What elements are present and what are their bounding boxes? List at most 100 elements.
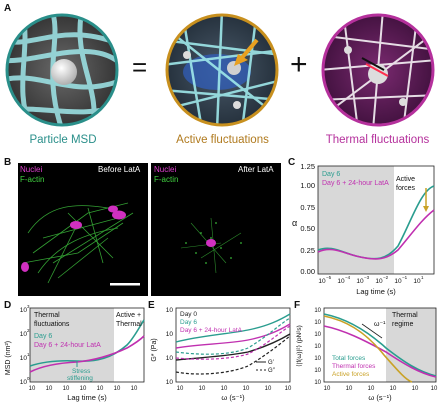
ytick: 10 bbox=[314, 356, 321, 362]
after-lata-title: After LatA bbox=[238, 165, 274, 174]
slope-label: ω⁻¹ bbox=[374, 321, 386, 328]
xlabel: ω (s⁻¹) bbox=[221, 393, 245, 402]
svg-text:G′: G′ bbox=[268, 360, 275, 366]
ytick: 0.75 bbox=[300, 203, 315, 212]
ytick: 10 bbox=[314, 320, 321, 326]
panel-c-label: C bbox=[288, 157, 296, 168]
xtick: 10 bbox=[356, 278, 364, 285]
chart-alpha: 0.00 0.25 0.50 0.75 1.00 1.25 α 10 10 10… bbox=[292, 162, 435, 296]
factin-label-after: F-actin bbox=[154, 175, 179, 184]
legend-lata: Day 6 + 24-hour LatA bbox=[180, 327, 243, 334]
ytick: 10 bbox=[166, 307, 174, 314]
svg-text:0: 0 bbox=[27, 376, 30, 381]
ytick: 1.00 bbox=[300, 181, 315, 190]
panel-d-label: D bbox=[4, 300, 12, 311]
ytick: 10 bbox=[20, 331, 28, 338]
particle-msd-circle bbox=[5, 13, 119, 127]
factin-label-before: F-actin bbox=[20, 175, 45, 184]
nuclei-label-before: Nuclei bbox=[20, 165, 43, 174]
xlabel: Lag time (s) bbox=[67, 393, 107, 402]
svg-text:1: 1 bbox=[27, 352, 30, 357]
chart-msd: 10 10 10 10 0 1 2 3 MSD (nm²) 10 10 10 1… bbox=[5, 304, 145, 402]
ytick: 10 bbox=[314, 380, 321, 386]
xtick: 10 bbox=[131, 386, 138, 392]
cell-image-before bbox=[21, 202, 140, 286]
ytick: 10 bbox=[314, 332, 321, 338]
equals-sign: = bbox=[132, 52, 148, 82]
xtick: 10 bbox=[221, 386, 228, 392]
ylabel: α bbox=[292, 218, 297, 228]
xtick: 10 bbox=[199, 386, 206, 392]
svg-text:stiffening: stiffening bbox=[67, 375, 93, 382]
legend-active: Active forces bbox=[332, 371, 370, 378]
xtick: 10 bbox=[177, 386, 184, 392]
thermal-fluctuations-circle bbox=[321, 13, 435, 127]
panel-a-label: A bbox=[4, 3, 12, 14]
ytick: 10 bbox=[20, 355, 28, 362]
svg-text:3: 3 bbox=[27, 304, 30, 309]
xtick: 10 bbox=[346, 386, 353, 392]
micrograph-after-latA bbox=[151, 163, 281, 296]
thermal-regime-shade bbox=[386, 308, 436, 382]
active-forces-annot-1: Active bbox=[396, 176, 415, 183]
xtick: 10 bbox=[97, 386, 104, 392]
ytick: 0.25 bbox=[300, 246, 315, 255]
curve-day0-gdprime bbox=[175, 335, 291, 375]
xtick: 10 bbox=[394, 278, 402, 285]
chart-modulus: 10 10 10 10 G* (Pa) 10 10 10 10 10 10 ω … bbox=[151, 307, 292, 402]
panel-f-label: F bbox=[294, 300, 301, 311]
nuclei-label-after: Nuclei bbox=[154, 165, 177, 174]
xtick: 10 bbox=[318, 278, 326, 285]
ytick: 10 bbox=[166, 355, 174, 362]
svg-text:−1: −1 bbox=[402, 275, 408, 280]
xtick: 10 bbox=[390, 386, 397, 392]
panel-b-label: B bbox=[4, 157, 12, 168]
before-lata-title: Before LatA bbox=[98, 165, 141, 174]
ytick: 10 bbox=[166, 379, 174, 386]
xtick: 10 bbox=[368, 386, 375, 392]
curve-thermal bbox=[323, 325, 437, 378]
svg-text:−3: −3 bbox=[364, 275, 370, 280]
svg-text:Stress: Stress bbox=[72, 368, 91, 375]
ytick: 10 bbox=[20, 379, 28, 386]
curve-lata-gdprime bbox=[175, 325, 291, 360]
caption-active-fluctuations: Active fluctuations bbox=[176, 134, 269, 146]
xtick: 10 bbox=[114, 386, 121, 392]
xtick: 10 bbox=[63, 386, 70, 392]
xtick: 10 bbox=[337, 278, 345, 285]
curve-day6 bbox=[29, 319, 145, 367]
svg-text:2: 2 bbox=[27, 328, 30, 333]
legend-day6: Day 6 bbox=[322, 171, 340, 178]
xtick: 10 bbox=[412, 386, 419, 392]
svg-text:Thermal: Thermal bbox=[34, 312, 60, 319]
ytick: 10 bbox=[166, 331, 174, 338]
caption-thermal-fluctuations: Thermal fluctuations bbox=[325, 134, 430, 146]
xtick: 10 bbox=[265, 386, 272, 392]
xtick: 10 bbox=[413, 278, 421, 285]
legend-day6: Day 6 bbox=[180, 319, 197, 326]
svg-text:Active +: Active + bbox=[116, 312, 141, 319]
micrograph-before-latA bbox=[18, 163, 148, 296]
thermal-region-shade bbox=[30, 308, 114, 382]
xlabel: ω (s⁻¹) bbox=[368, 393, 392, 402]
ylabel: ⟨|f(ω)|²⟩ (pN²s) bbox=[295, 325, 303, 367]
svg-text:−5: −5 bbox=[326, 275, 332, 280]
ylabel: MSD (nm²) bbox=[5, 341, 12, 375]
ytick: 10 bbox=[314, 368, 321, 374]
chart-force-spectrum: ω⁻¹ Thermal regime 10 10 10 10 10 10 10 … bbox=[295, 307, 438, 402]
svg-text:1: 1 bbox=[421, 275, 424, 280]
legend-thermal: Thermal forces bbox=[332, 363, 376, 370]
legend-day6-lata: Day 6 + 24-hour LatA bbox=[34, 342, 101, 349]
legend-total: Total forces bbox=[332, 355, 366, 362]
svg-text:−2: −2 bbox=[383, 275, 389, 280]
ytick: 0.00 bbox=[300, 267, 315, 276]
xtick: 10 bbox=[243, 386, 250, 392]
curve-active bbox=[323, 315, 413, 383]
panel-e-label: E bbox=[148, 300, 155, 311]
plus-sign: + bbox=[290, 48, 308, 81]
svg-text:Thermal: Thermal bbox=[116, 321, 142, 328]
xtick: 10 bbox=[375, 278, 383, 285]
curve-lata-gprime bbox=[175, 323, 291, 349]
xtick: 10 bbox=[29, 386, 36, 392]
ytick: 10 bbox=[314, 308, 321, 314]
